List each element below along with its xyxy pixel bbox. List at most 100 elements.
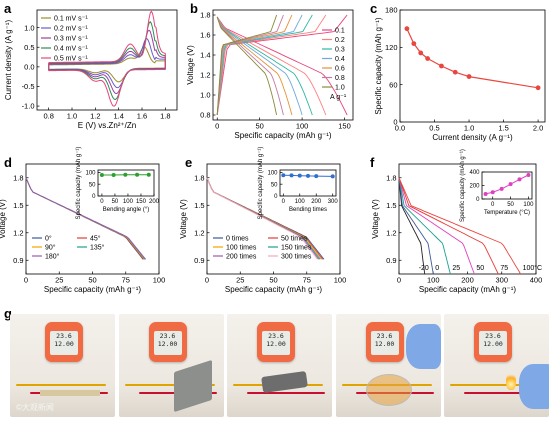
device-time: 12.00: [374, 339, 395, 348]
d-ytick-label: 1.8: [13, 173, 23, 182]
b-legend-label: 1.0: [335, 85, 345, 92]
d-ytick-label: 1.5: [13, 201, 23, 210]
c-xtick-label: 2.0: [533, 124, 543, 133]
wire-yellow: [450, 384, 540, 386]
device-time: 12.00: [157, 339, 178, 348]
c-point-2: [418, 50, 424, 56]
f-ylabel: Voltage (V): [371, 199, 380, 239]
e-xlabel: Specific capacity (mAh g⁻¹): [225, 285, 322, 294]
a-xlabel: E (V) vs.Zn²⁺/Zn: [78, 121, 136, 130]
device-temperature: 23.6: [159, 332, 176, 340]
f-series-2: [398, 177, 451, 275]
bent-battery: [173, 359, 212, 413]
e-inset-ytick-label: 50: [271, 182, 278, 188]
f-series-label: 75: [500, 265, 508, 272]
b-legend-label: 0.6: [335, 66, 345, 73]
e-xtick-label: 25: [236, 276, 244, 285]
d-xtick-label: 25: [55, 276, 63, 285]
chart-c: 0.0 0.5 1.0 1.5 2.0 0 60 120 180 Current density …: [374, 6, 546, 142]
chart-d: 0 25 50 75 100 0.9 1.2 1.5 1.8 Specific capacity …: [0, 163, 165, 294]
hammer: [261, 370, 308, 394]
b-ytick-label: 1.8: [200, 11, 210, 20]
d-inset-point-1: [111, 172, 116, 177]
e-inset-ylabel: Specific capacity (mAh g⁻¹): [258, 147, 264, 220]
d-inset-ylabel: Specific capacity (mAh g⁻¹): [76, 147, 82, 220]
f-inset-xtick-label: 50: [507, 202, 514, 208]
e-legend-label: 50 times: [281, 236, 308, 243]
a-ytick-label: 0.5: [24, 43, 34, 52]
e-inset-frame: [279, 169, 337, 197]
b-ytick-label: 1.4: [200, 51, 210, 60]
d-inset-xtick-label: 150: [136, 199, 147, 205]
d-legend-label: 0°: [45, 235, 52, 243]
wire-red: [464, 392, 542, 394]
f-inset-xtick-label: 0: [491, 202, 495, 208]
panel-letter-e: e: [185, 155, 192, 170]
f-inset-xlabel: Temperature (°C): [484, 210, 530, 216]
b-xtick-label: 150: [338, 122, 351, 131]
thermometer-device: 23.6 12.00: [474, 322, 512, 362]
f-xtick-label: 100: [427, 276, 440, 285]
e-inset-point-1: [289, 173, 294, 178]
e-xtick-label: 50: [269, 276, 277, 285]
e-inset-xlabel: Bending times: [289, 207, 327, 213]
photo-bent: 23.6 12.00: [118, 314, 224, 417]
f-xlabel: Specific capacity (mAh g⁻¹): [419, 285, 516, 294]
a-xtick-label: 1.8: [160, 112, 170, 121]
watermark: ©大观新闻: [16, 403, 54, 412]
f-ytick-label: 1.2: [386, 228, 396, 237]
d-series-4: [25, 177, 147, 260]
b-discharge-4: [216, 16, 293, 116]
f-inset-ytick-label: 0: [476, 197, 480, 203]
device-screen: 23.6 12.00: [153, 331, 182, 355]
panel-letter-b: b: [190, 1, 198, 16]
device-screen: 23.6 12.00: [50, 331, 78, 355]
d-inset-point-2: [123, 172, 128, 177]
photo-soaked: 23.6 12.00: [335, 314, 441, 417]
d-inset-xtick-label: 50: [112, 199, 119, 205]
f-series-label: 100°C: [523, 264, 543, 272]
b-legend-unit: A g⁻¹: [330, 94, 347, 101]
chart-e: 0 25 50 75 100 0.9 1.2 1.5 1.8 Specific capacity …: [179, 163, 346, 294]
panel-letter-g: g: [4, 306, 12, 321]
f-series-4: [398, 177, 499, 275]
c-xtick-label: 0.5: [429, 124, 439, 133]
a-xtick-label: 1.6: [137, 112, 147, 121]
photo-flat: 23.6 12.00 ©大观新闻: [10, 314, 115, 417]
a-ytick-label: 0.0: [24, 62, 34, 71]
a-legend-label: 0.5 mV s⁻¹: [54, 56, 88, 63]
e-ytick-label: 1.2: [194, 228, 204, 237]
c-xtick-label: 0.0: [395, 124, 405, 133]
photo-burned: 23.6 12.00: [444, 314, 549, 417]
flame: [506, 372, 516, 390]
d-xlabel: Specific capacity (mAh g⁻¹): [44, 285, 141, 294]
blue-glove: [405, 324, 441, 369]
f-series-label: 50: [476, 265, 484, 272]
b-discharge-5: [216, 16, 284, 116]
e-inset-xtick-label: 300: [328, 199, 339, 205]
b-legend-label: 0.1: [335, 28, 345, 35]
e-inset-xtick-label: 100: [295, 199, 306, 205]
e-ytick-label: 0.9: [194, 256, 204, 265]
photo-strip: g 23.6 12.00 ©大观新闻 23.6 12.00 23.6 12.00 23.6 12…: [0, 306, 554, 421]
d-xtick-label: 0: [24, 276, 28, 285]
panel-letter-c: c: [370, 1, 377, 16]
device-temperature: 23.6: [56, 332, 72, 340]
d-inset-ytick-label: 0: [92, 194, 96, 200]
e-inset-point-5: [330, 174, 335, 179]
d-inset-xtick-label: 0: [100, 199, 104, 205]
e-inset-xtick-label: 0: [282, 199, 286, 205]
d-legend-label: 135°: [90, 244, 105, 252]
d-inset-point-3: [135, 172, 140, 177]
a-legend-label: 0.4 mV s⁻¹: [54, 46, 88, 53]
device-screen: 23.6 12.00: [262, 331, 290, 355]
panel-letter-d: d: [4, 155, 12, 170]
b-ytick-label: 1.0: [200, 91, 210, 100]
c-xtick-label: 1.5: [498, 124, 508, 133]
a-legend-label: 0.3 mV s⁻¹: [54, 36, 88, 43]
e-legend-label: 200 times: [226, 254, 257, 261]
b-legend-label: 0.8: [335, 75, 345, 82]
c-ytick-label: 120: [385, 43, 398, 52]
flat-battery: [40, 390, 100, 396]
water-dish: [365, 374, 412, 406]
